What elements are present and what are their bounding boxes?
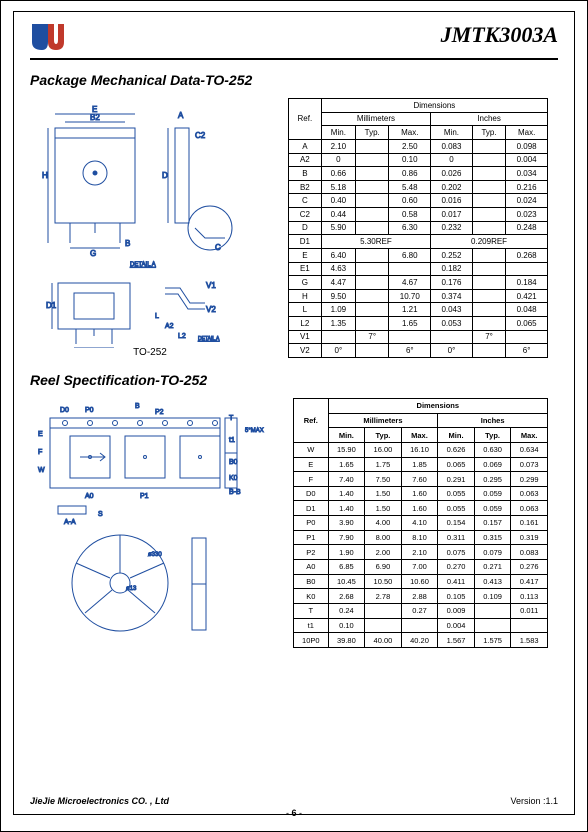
- svg-text:A: A: [178, 111, 184, 120]
- svg-text:H: H: [42, 171, 48, 180]
- reel-diagram: D0 P0 B P2 T 5°MAX t1 E F W A0 P1 B0 K0 …: [30, 398, 275, 648]
- page-header: JMTK3003A: [30, 22, 558, 60]
- footer-company: JieJie Microelectronics CO. , Ltd: [30, 796, 169, 806]
- mech-diagram: E B2 H G B A C2 D: [30, 98, 270, 358]
- svg-text:D1: D1: [46, 301, 57, 310]
- svg-text:K0: K0: [229, 475, 238, 482]
- svg-text:S: S: [98, 511, 103, 518]
- svg-text:D0: D0: [60, 407, 69, 414]
- svg-text:B-B: B-B: [229, 489, 241, 496]
- svg-text:B2: B2: [90, 113, 100, 122]
- page-frame: JMTK3003A Package Mechanical Data-TO-252: [13, 11, 575, 815]
- to252-caption: TO-252: [30, 347, 270, 358]
- svg-text:B: B: [125, 239, 130, 248]
- svg-text:ø330: ø330: [148, 552, 162, 558]
- svg-text:B: B: [135, 403, 140, 410]
- section1: E B2 H G B A C2 D: [30, 98, 558, 358]
- svg-text:P0: P0: [85, 407, 94, 414]
- svg-text:G: G: [90, 249, 96, 258]
- svg-text:V2: V2: [206, 305, 216, 314]
- svg-text:B0: B0: [229, 459, 238, 466]
- svg-text:L2: L2: [178, 333, 186, 340]
- svg-text:D: D: [162, 171, 168, 180]
- footer-page: - 6 -: [286, 808, 302, 818]
- svg-text:F: F: [38, 449, 42, 456]
- svg-text:DETAIL A: DETAIL A: [130, 262, 156, 268]
- svg-text:V1: V1: [206, 281, 216, 290]
- svg-text:C: C: [215, 243, 221, 252]
- section1-title: Package Mechanical Data-TO-252: [30, 72, 558, 88]
- footer-version: Version :1.1: [510, 796, 558, 806]
- svg-text:DETAIL A: DETAIL A: [198, 336, 220, 342]
- mech-table: Ref.DimensionsMillimetersInchesMin.Typ.M…: [288, 98, 548, 358]
- svg-text:C2: C2: [195, 131, 206, 140]
- svg-text:P1: P1: [140, 493, 149, 500]
- logo: [30, 22, 66, 52]
- part-number: JMTK3003A: [441, 22, 558, 48]
- section2-title: Reel Spectification-TO-252: [30, 372, 558, 388]
- svg-text:W: W: [38, 467, 45, 474]
- section2: D0 P0 B P2 T 5°MAX t1 E F W A0 P1 B0 K0 …: [30, 398, 558, 648]
- svg-text:L: L: [155, 313, 159, 320]
- svg-text:A0: A0: [85, 493, 94, 500]
- svg-text:A2: A2: [165, 323, 174, 330]
- footer: JieJie Microelectronics CO. , Ltd Versio…: [30, 796, 558, 806]
- svg-text:t1: t1: [229, 437, 235, 444]
- svg-text:P2: P2: [155, 409, 164, 416]
- svg-text:ø13: ø13: [126, 586, 137, 592]
- reel-table: Ref.DimensionsMillimetersInchesMin.Typ.M…: [293, 398, 548, 648]
- svg-text:5°MAX: 5°MAX: [245, 428, 264, 434]
- svg-text:E: E: [38, 431, 43, 438]
- svg-text:A-A: A-A: [64, 519, 76, 526]
